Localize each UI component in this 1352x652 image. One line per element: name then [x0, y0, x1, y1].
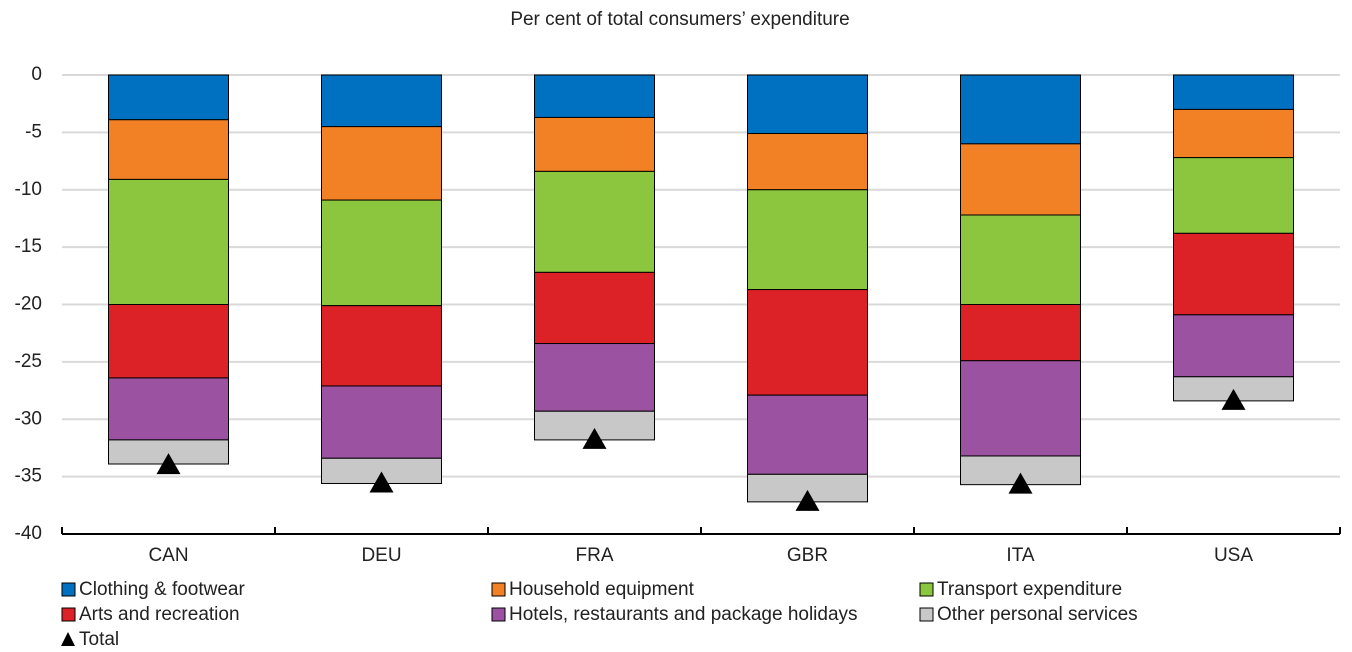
bar-segment [1173, 232, 1294, 316]
bar-segment [1173, 74, 1294, 110]
bar-segment [960, 143, 1081, 216]
bar-segment [960, 360, 1081, 457]
bar-segment [534, 74, 655, 118]
y-tick-label: 0 [31, 64, 42, 85]
bar-segment [534, 343, 655, 412]
y-tick-label: -25 [15, 351, 42, 372]
bar-segment [747, 394, 868, 475]
y-tick-label: -10 [15, 179, 42, 200]
bar-segment [108, 119, 229, 180]
bar-segment [747, 189, 868, 291]
legend-label: Clothing & footwear [79, 579, 245, 600]
total-marker [1008, 472, 1033, 494]
bar-segment [108, 178, 229, 305]
bar-segment [747, 289, 868, 396]
legend-swatch [61, 632, 75, 646]
bar-segment [534, 271, 655, 345]
legend-swatch [491, 607, 506, 622]
legend-label: Hotels, restaurants and package holidays [509, 604, 858, 625]
bar-segment [534, 170, 655, 273]
y-tick-label: -30 [15, 408, 42, 429]
y-tick-label: -20 [15, 294, 42, 315]
legend-swatch [61, 582, 76, 597]
bar-segment [960, 304, 1081, 362]
bar-segment [747, 74, 868, 135]
x-tick-label: DEU [361, 545, 401, 566]
y-tick-label: -40 [15, 523, 42, 544]
total-marker [795, 489, 820, 511]
bar-segment [747, 133, 868, 191]
total-marker [1221, 388, 1246, 410]
legend-swatch [919, 607, 934, 622]
y-tick-label: -15 [15, 236, 42, 257]
legend-label: Transport expenditure [937, 579, 1122, 600]
x-tick-label: ITA [1006, 545, 1034, 566]
legend-label: Arts and recreation [79, 604, 240, 625]
total-marker [369, 471, 394, 493]
y-tick-label: -35 [15, 466, 42, 487]
bar-segment [321, 74, 442, 128]
bar-segment [1173, 108, 1294, 159]
y-tick-label: -5 [25, 121, 42, 142]
bar-segment [321, 385, 442, 459]
bar-segment [108, 74, 229, 121]
x-tick-label: GBR [787, 545, 828, 566]
total-marker [582, 427, 607, 449]
bar-segment [1173, 314, 1294, 378]
bar-segment [321, 305, 442, 387]
x-tick-label: FRA [576, 545, 614, 566]
legend-label: Other personal services [937, 604, 1138, 625]
x-tick-label: USA [1214, 545, 1253, 566]
legend-label: Household equipment [509, 579, 695, 600]
x-tick-label: CAN [148, 545, 188, 566]
legend-swatch [491, 582, 506, 597]
total-marker [156, 453, 181, 475]
bar-segment [321, 126, 442, 201]
legend-label: Total [79, 629, 119, 650]
bar-segment [108, 304, 229, 379]
legend-swatch [919, 582, 934, 597]
bar-segment [534, 116, 655, 172]
bar-segment [960, 214, 1081, 305]
bar-segment [960, 74, 1081, 145]
bar-segment [1173, 157, 1294, 234]
bar-segment [108, 377, 229, 441]
bar-segment [321, 199, 442, 307]
chart-title: Per cent of total consumers’ expenditure [510, 9, 849, 30]
legend-swatch [61, 607, 76, 622]
